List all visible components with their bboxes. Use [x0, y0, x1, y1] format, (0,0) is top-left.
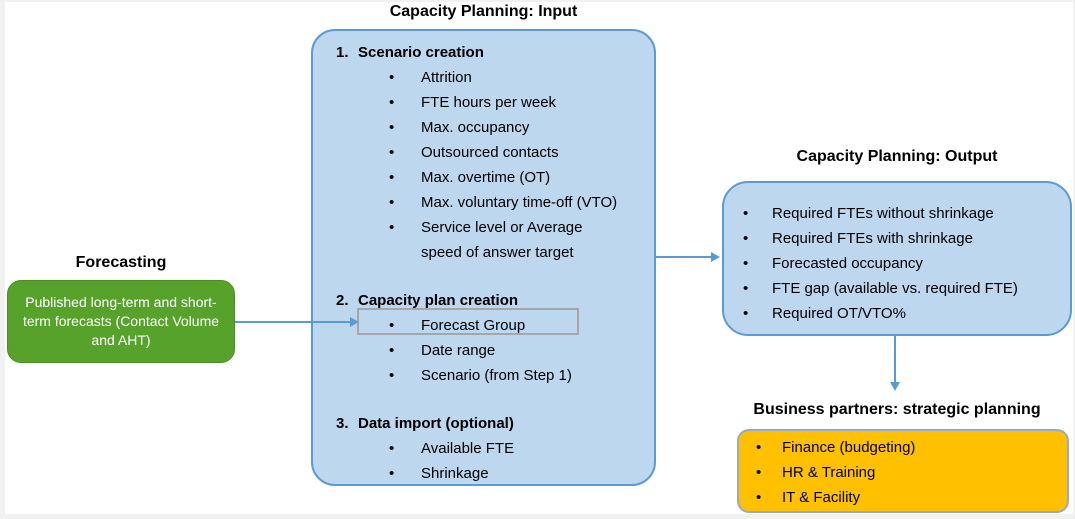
input-panel-title: Capacity Planning: Input	[389, 3, 578, 20]
list-item: • Available FTE	[313, 436, 654, 461]
list-item: • Max. overtime (OT)	[313, 165, 654, 190]
list-item-text: Finance (budgeting)	[782, 439, 916, 456]
bullet-icon: •	[389, 69, 395, 86]
list-item-text: Max. occupancy	[421, 119, 530, 136]
list-item-text: Scenario (from Step 1)	[421, 367, 572, 384]
bullet-icon: •	[743, 280, 749, 297]
list-item: • Required FTEs without shrinkage	[724, 201, 1070, 226]
section-heading-text: Data import (optional)	[358, 415, 514, 432]
list-item-text: Max. voluntary time-off (VTO)	[421, 194, 618, 211]
list-item: • Scenario (from Step 1)	[313, 363, 654, 388]
bullet-icon: •	[389, 169, 395, 186]
list-item: • Max. voluntary time-off (VTO)	[313, 190, 654, 215]
list-item-text: Max. overtime (OT)	[421, 169, 551, 186]
forecasting-title: Forecasting	[75, 254, 167, 271]
list-item-text: Shrinkage	[421, 465, 489, 482]
bullet-icon: •	[389, 144, 395, 161]
section-capacity-plan-creation: 2. Capacity plan creation • Forecast Gro…	[313, 288, 654, 388]
list-item-text: Forecasted occupancy	[772, 255, 923, 272]
section-heading: 3. Data import (optional)	[313, 411, 654, 436]
forecasting-box-text: Published long-term and short- term fore…	[22, 294, 220, 348]
list-item: • Forecasted occupancy	[724, 251, 1070, 276]
list-item: • Attrition	[313, 65, 654, 90]
list-item: • Required FTEs with shrinkage	[724, 226, 1070, 251]
list-item-forecast-group: • Forecast Group	[313, 313, 654, 338]
bullet-icon: •	[756, 489, 762, 506]
arrow-line	[656, 256, 711, 258]
section-heading: 1. Scenario creation	[313, 40, 654, 65]
bullet-icon: •	[389, 342, 395, 359]
arrow-line	[235, 321, 350, 323]
list-item-text: Outsourced contacts	[421, 144, 559, 161]
list-item-text: Available FTE	[421, 440, 515, 457]
arrow-head-icon	[890, 382, 900, 391]
section-number: 2.	[336, 292, 349, 309]
bullet-icon: •	[743, 230, 749, 247]
list-item-text: Service level or Average speed of answer…	[421, 219, 583, 261]
list-item: • FTE hours per week	[313, 90, 654, 115]
arrow-head-icon	[711, 252, 720, 262]
list-item: • Required OT/VTO%	[724, 301, 1070, 326]
forecast-group-highlight	[357, 308, 579, 335]
list-item: • FTE gap (available vs. required FTE)	[724, 276, 1070, 301]
list-item: • Service level or Average speed of answ…	[313, 215, 654, 265]
bullet-icon: •	[389, 119, 395, 136]
list-item: • Finance (budgeting)	[739, 435, 1067, 460]
list-item: • IT & Facility	[739, 485, 1067, 510]
list-item-text: IT & Facility	[782, 489, 861, 506]
list-item-text: FTE gap (available vs. required FTE)	[772, 280, 1018, 297]
business-partners-title: Business partners: strategic planning	[753, 401, 1041, 418]
list-item: • HR & Training	[739, 460, 1067, 485]
list-item-text: Required OT/VTO%	[772, 305, 906, 322]
list-item-text: HR & Training	[782, 464, 876, 481]
bullet-icon: •	[389, 317, 395, 334]
business-partners-box: • Finance (budgeting) • HR & Training • …	[737, 429, 1069, 513]
section-number: 3.	[336, 415, 349, 432]
bullet-icon: •	[743, 255, 749, 272]
list-item-text: Forecast Group	[421, 317, 526, 334]
bullet-icon: •	[756, 464, 762, 481]
bullet-icon: •	[389, 465, 395, 482]
section-data-import: 3. Data import (optional) • Available FT…	[313, 411, 654, 486]
list-item: • Shrinkage	[313, 461, 654, 486]
section-heading-text: Scenario creation	[358, 44, 484, 61]
input-panel: 1. Scenario creation • Attrition • FTE h…	[311, 29, 656, 486]
list-item-text: FTE hours per week	[421, 94, 557, 111]
list-item: • Max. occupancy	[313, 115, 654, 140]
section-heading: 2. Capacity plan creation	[313, 288, 654, 313]
section-heading-text: Capacity plan creation	[358, 292, 519, 309]
bullet-icon: •	[389, 440, 395, 457]
section-scenario-creation: 1. Scenario creation • Attrition • FTE h…	[313, 40, 654, 265]
bullet-icon: •	[389, 94, 395, 111]
arrow-head-icon	[350, 317, 359, 327]
arrow-line	[894, 336, 896, 382]
list-item-text: Attrition	[421, 69, 472, 86]
bullet-icon: •	[756, 439, 762, 456]
list-item-text: Required FTEs with shrinkage	[772, 230, 973, 247]
list-item-text: Required FTEs without shrinkage	[772, 205, 994, 222]
bullet-icon: •	[389, 219, 395, 236]
output-panel-title: Capacity Planning: Output	[796, 148, 998, 165]
forecasting-box: Published long-term and short- term fore…	[7, 280, 235, 363]
list-item: • Date range	[313, 338, 654, 363]
section-number: 1.	[336, 44, 349, 61]
bullet-icon: •	[743, 305, 749, 322]
bullet-icon: •	[389, 194, 395, 211]
list-item: • Outsourced contacts	[313, 140, 654, 165]
bullet-icon: •	[389, 367, 395, 384]
output-panel: • Required FTEs without shrinkage • Requ…	[722, 181, 1072, 336]
bullet-icon: •	[743, 205, 749, 222]
list-item-text: Date range	[421, 342, 496, 359]
